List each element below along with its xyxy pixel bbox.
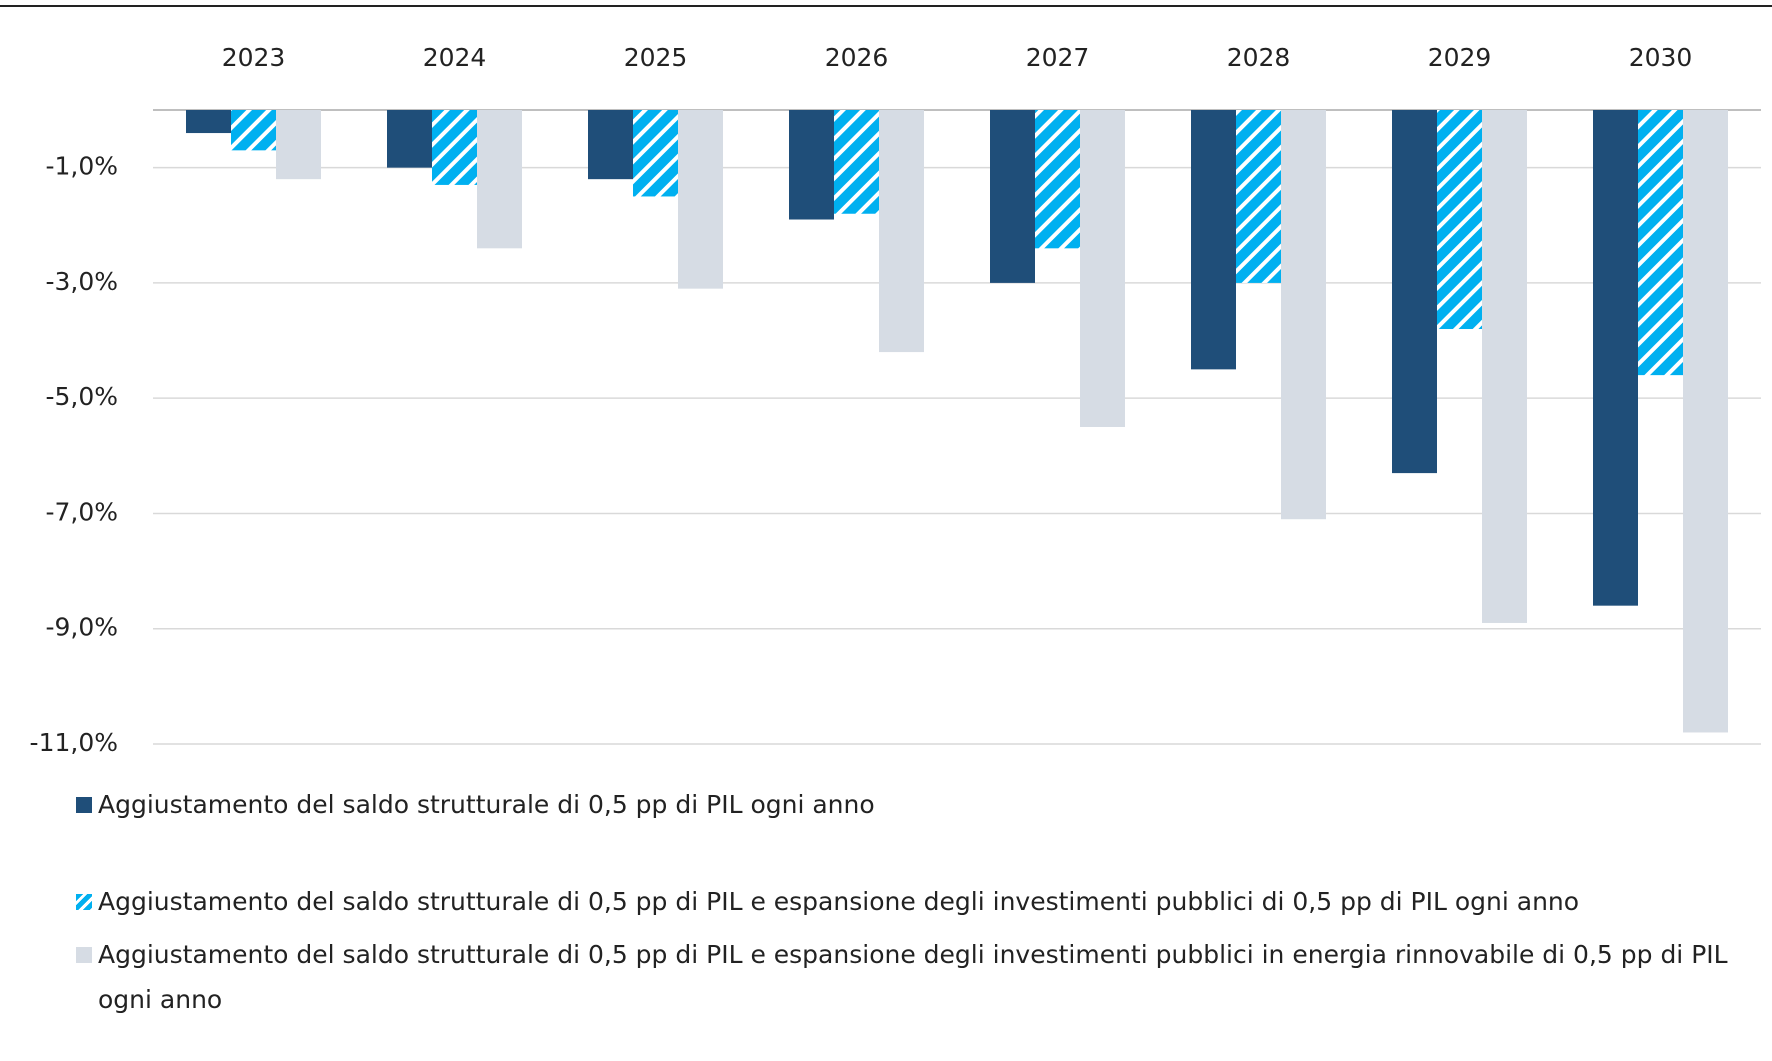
bar [276, 110, 321, 180]
x-tick-label: 2023 [222, 43, 286, 72]
y-tick-label: -11,0% [30, 728, 118, 757]
x-tick-label: 2030 [1629, 43, 1693, 72]
legend-item: Aggiustamento del saldo strutturale di 0… [76, 782, 1766, 827]
bar [186, 110, 231, 134]
bar [1080, 110, 1125, 427]
legend-label: Aggiustamento del saldo strutturale di 0… [98, 790, 875, 819]
legend-label: Aggiustamento del saldo strutturale di 0… [98, 887, 1580, 916]
bar [1191, 110, 1236, 370]
x-tick-label: 2029 [1428, 43, 1492, 72]
bar [1683, 110, 1728, 733]
legend-swatch [76, 797, 92, 813]
bar [1236, 110, 1281, 283]
bar [1593, 110, 1638, 606]
bar [1281, 110, 1326, 520]
bar [879, 110, 924, 353]
chart: -1,0% -3,0% -5,0% -7,0% -9,0% -11,0% 2023 2024 2… [0, 5, 1772, 757]
legend-item: Aggiustamento del saldo strutturale di 0… [76, 879, 1766, 924]
bar [1482, 110, 1527, 623]
legend-swatch [76, 947, 92, 963]
bar [588, 110, 633, 180]
x-tick-label: 2024 [423, 43, 487, 72]
legend: Aggiustamento del saldo strutturale di 0… [76, 782, 1766, 1030]
bar [1035, 110, 1080, 249]
bar [678, 110, 723, 289]
x-tick-label: 2027 [1026, 43, 1090, 72]
x-tick-label: 2025 [624, 43, 688, 72]
x-tick-label: 2026 [825, 43, 889, 72]
y-tick-label: -5,0% [45, 382, 118, 411]
bar [231, 110, 276, 151]
bar [432, 110, 477, 185]
y-tick-label: -1,0% [45, 152, 118, 181]
y-tick-label: -9,0% [45, 613, 118, 642]
legend-label: Aggiustamento del saldo strutturale di 0… [98, 940, 1728, 1014]
bar [387, 110, 432, 168]
legend-swatch [76, 894, 92, 910]
y-tick-label: -3,0% [45, 267, 118, 296]
bar [990, 110, 1035, 283]
bar [1437, 110, 1482, 330]
bar [1638, 110, 1683, 376]
y-tick-label: -7,0% [45, 497, 118, 526]
bar [834, 110, 879, 214]
bar [477, 110, 522, 249]
bar [789, 110, 834, 220]
x-tick-label: 2028 [1227, 43, 1291, 72]
bar [633, 110, 678, 197]
bar [1392, 110, 1437, 474]
legend-item: Aggiustamento del saldo strutturale di 0… [76, 932, 1766, 1022]
